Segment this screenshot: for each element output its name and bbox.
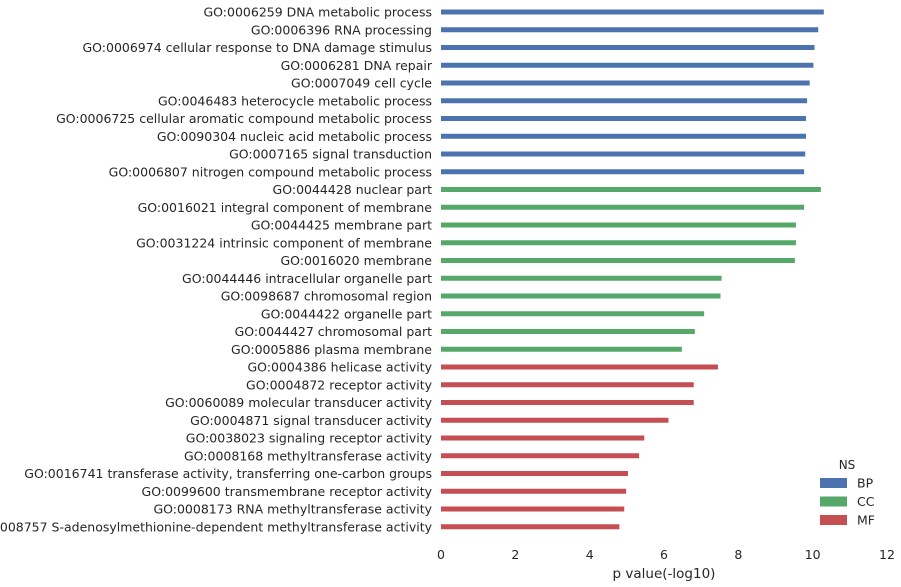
bar-14 xyxy=(441,240,796,246)
bar-9 xyxy=(441,151,806,157)
category-label-18: GO:0044422 organelle part xyxy=(261,306,432,321)
legend-title: NS xyxy=(839,458,856,472)
category-label-10: GO:0006807 nitrogen compound metabolic p… xyxy=(109,164,432,179)
legend-label-mf: MF xyxy=(857,513,875,528)
category-label-13: GO:0044425 membrane part xyxy=(251,218,432,233)
category-label-12: GO:0016021 integral component of membran… xyxy=(138,200,433,215)
category-label-11: GO:0044428 nuclear part xyxy=(273,182,433,197)
x-axis-title: p value(-log10) xyxy=(613,566,716,582)
bar-10 xyxy=(441,169,805,175)
category-label-17: GO:0098687 chromosomal region xyxy=(221,289,432,304)
category-label-15: GO:0016020 membrane xyxy=(280,253,432,268)
legend-swatch-cc xyxy=(820,496,847,507)
category-label-7: GO:0006725 cellular aromatic compound me… xyxy=(56,111,432,126)
bar-27 xyxy=(441,471,628,476)
bar-6 xyxy=(441,98,808,104)
bar-29 xyxy=(441,506,625,512)
x-tick-label-0: 0 xyxy=(437,547,445,562)
bar-21 xyxy=(441,364,718,370)
category-label-9: GO:0007165 signal transduction xyxy=(229,147,432,162)
bar-20 xyxy=(441,346,682,352)
category-label-3: GO:0006974 cellular response to DNA dama… xyxy=(82,40,432,55)
bar-17 xyxy=(441,293,721,299)
bar-3 xyxy=(441,45,815,50)
x-axis: 0 2 4 6 8 10 12 xyxy=(437,547,895,562)
legend-label-cc: CC xyxy=(857,494,875,509)
category-label-29: GO:0008173 RNA methyltransferase activit… xyxy=(153,502,432,517)
bar-11 xyxy=(441,187,821,192)
bar-28 xyxy=(441,488,627,494)
bar-2 xyxy=(441,27,819,33)
bar-1 xyxy=(441,9,824,15)
category-label-14: GO:0031224 intrinsic component of membra… xyxy=(136,235,432,250)
legend-swatch-bp xyxy=(820,478,847,488)
category-label-16: GO:0044446 intracellular organelle part xyxy=(182,271,432,286)
x-tick-label-10: 10 xyxy=(805,547,821,562)
category-label-4: GO:0006281 DNA repair xyxy=(281,58,433,73)
bar-13 xyxy=(441,222,796,228)
category-label-23: GO:0060089 molecular transducer activity xyxy=(165,395,433,410)
category-label-20: GO:0005886 plasma membrane xyxy=(231,342,432,357)
category-label-24: GO:0004871 signal transducer activity xyxy=(190,413,432,428)
category-label-5: GO:0007049 cell cycle xyxy=(291,76,432,91)
legend-label-bp: BP xyxy=(857,476,874,491)
bar-7 xyxy=(441,116,806,121)
category-label-27: GO:0016741 transferase activity, transfe… xyxy=(24,466,432,481)
bar-8 xyxy=(441,133,806,139)
category-label-2: GO:0006396 RNA processing xyxy=(251,22,432,37)
category-labels: GO:0006259 DNA metabolic process GO:00063… xyxy=(0,5,433,535)
x-tick-label-2: 2 xyxy=(511,547,519,562)
category-label-21: GO:0004386 helicase activity xyxy=(247,360,432,375)
category-label-6: GO:0046483 heterocycle metabolic process xyxy=(158,93,432,108)
category-label-22: GO:0004872 receptor activity xyxy=(246,377,433,392)
category-label-30: GO:0008757 S-adenosylmethionine-dependen… xyxy=(0,519,433,534)
category-label-26: GO:0008168 methyltransferase activity xyxy=(184,448,433,463)
legend: NS BP CC MF xyxy=(820,458,875,528)
category-label-28: GO:0099600 transmembrane receptor activi… xyxy=(142,484,433,499)
x-tick-label-6: 6 xyxy=(660,547,668,562)
category-label-25: GO:0038023 signaling receptor activity xyxy=(186,431,433,446)
bar-12 xyxy=(441,204,805,210)
bar-22 xyxy=(441,382,694,388)
category-label-8: GO:0090304 nucleic acid metabolic proces… xyxy=(157,129,432,144)
bar-26 xyxy=(441,453,640,459)
bar-19 xyxy=(441,329,695,334)
bar-25 xyxy=(441,435,645,441)
bar-5 xyxy=(441,80,810,86)
legend-swatch-mf xyxy=(820,515,847,525)
category-label-19: GO:0044427 chromosomal part xyxy=(235,324,432,339)
bars-layer xyxy=(441,9,824,530)
x-tick-label-8: 8 xyxy=(734,547,742,562)
bar-24 xyxy=(441,417,669,423)
category-label-1: GO:0006259 DNA metabolic process xyxy=(204,5,433,20)
bar-23 xyxy=(441,400,694,405)
bar-4 xyxy=(441,62,814,68)
bar-16 xyxy=(441,275,722,281)
x-tick-label-12: 12 xyxy=(879,547,895,562)
bar-15 xyxy=(441,258,795,263)
x-tick-label-4: 4 xyxy=(586,547,594,562)
bar-30 xyxy=(441,524,620,530)
bar-18 xyxy=(441,311,705,317)
